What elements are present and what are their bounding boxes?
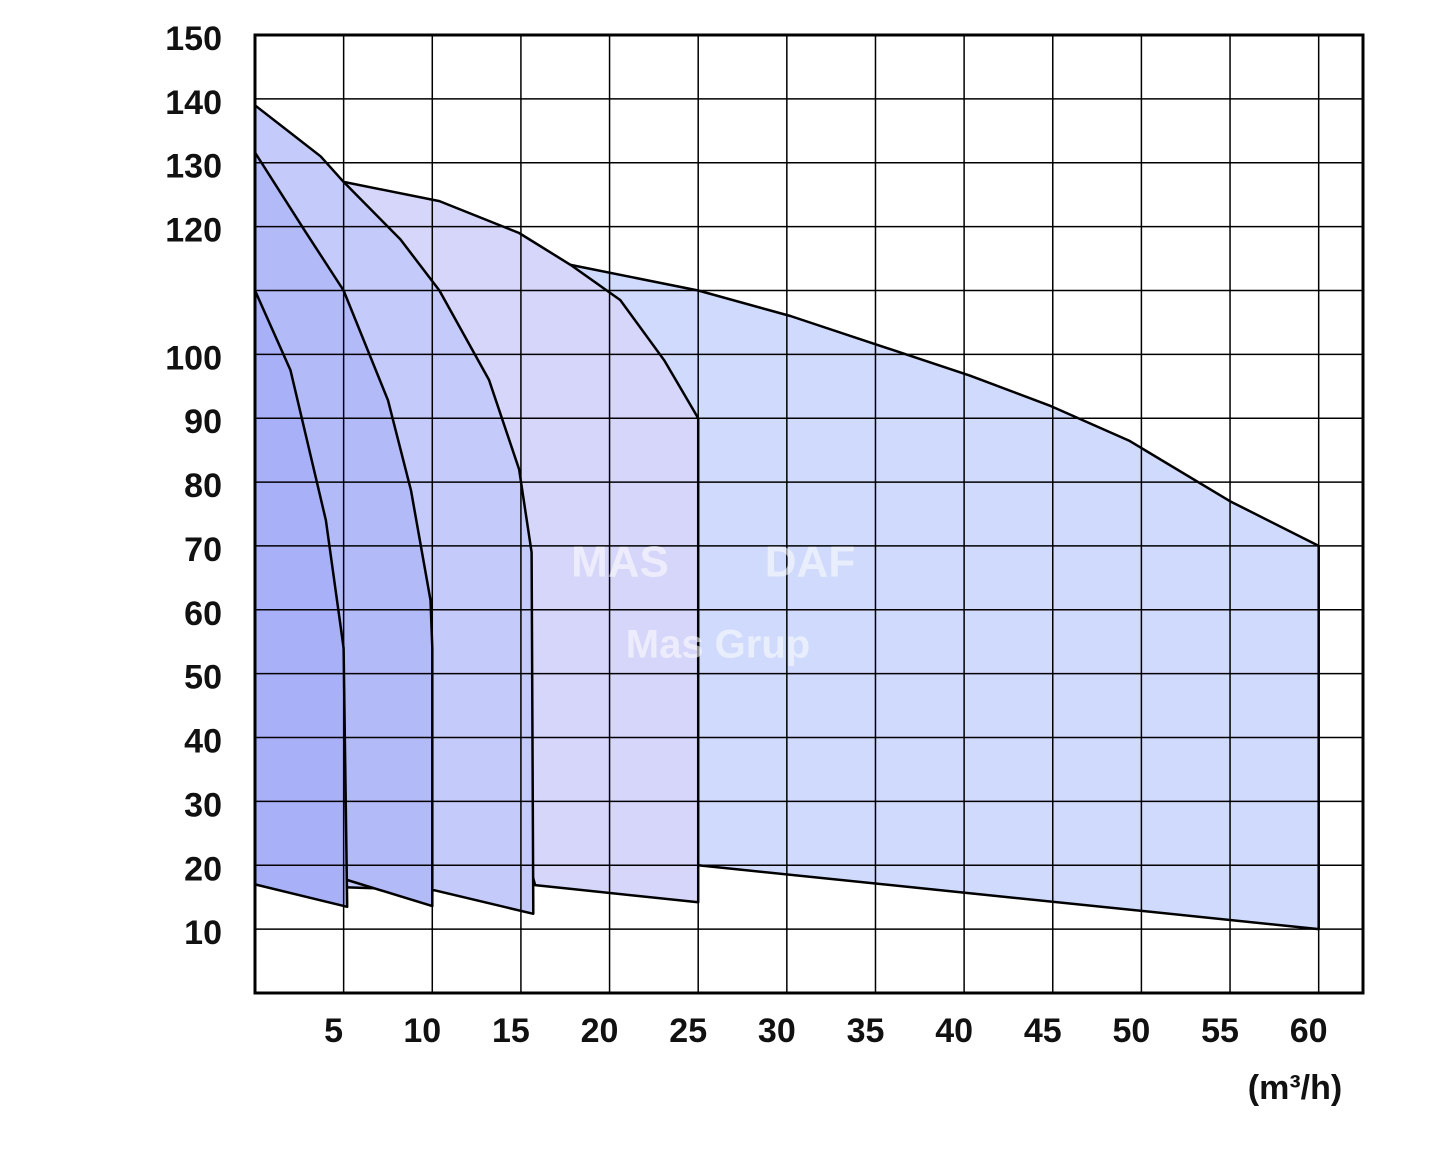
y-tick-label: 70: [184, 531, 222, 569]
x-tick-label: 20: [581, 1012, 619, 1050]
y-tick-label: 140: [165, 84, 222, 122]
y-tick-label: 20: [184, 850, 222, 888]
watermark: Mas Grup: [626, 623, 810, 667]
x-tick-label: 60: [1290, 1012, 1328, 1050]
watermark: DAF: [765, 538, 855, 587]
watermark: MAS: [571, 538, 669, 587]
x-tick-label: 55: [1201, 1012, 1239, 1050]
y-tick-label: 40: [184, 723, 222, 761]
y-tick-label: 90: [184, 403, 222, 441]
x-tick-label: 40: [935, 1012, 973, 1050]
y-tick-label: 130: [165, 148, 222, 186]
y-tick-label: 60: [184, 595, 222, 633]
x-tick-label: 15: [492, 1012, 530, 1050]
x-tick-label: 25: [669, 1012, 707, 1050]
y-tick-label: 120: [165, 212, 222, 250]
y-tick-label: 10: [184, 914, 222, 952]
y-tick-label: 30: [184, 786, 222, 824]
x-axis-label: (m³/h): [1248, 1069, 1342, 1107]
y-tick-label: 100: [165, 339, 222, 377]
y-tick-label: 50: [184, 659, 222, 697]
x-tick-label: 30: [758, 1012, 796, 1050]
x-tick-label: 5: [324, 1012, 343, 1050]
x-tick-label: 50: [1112, 1012, 1150, 1050]
operating-area: [253, 289, 349, 909]
operating-area: [569, 263, 1320, 931]
x-tick-label: 10: [403, 1012, 441, 1050]
x-tick-label: 35: [847, 1012, 885, 1050]
y-tick-label: 80: [184, 467, 222, 505]
y-tick-label: 150: [165, 20, 222, 58]
plot-frame: [253, 33, 1365, 995]
x-tick-label: 45: [1024, 1012, 1062, 1050]
